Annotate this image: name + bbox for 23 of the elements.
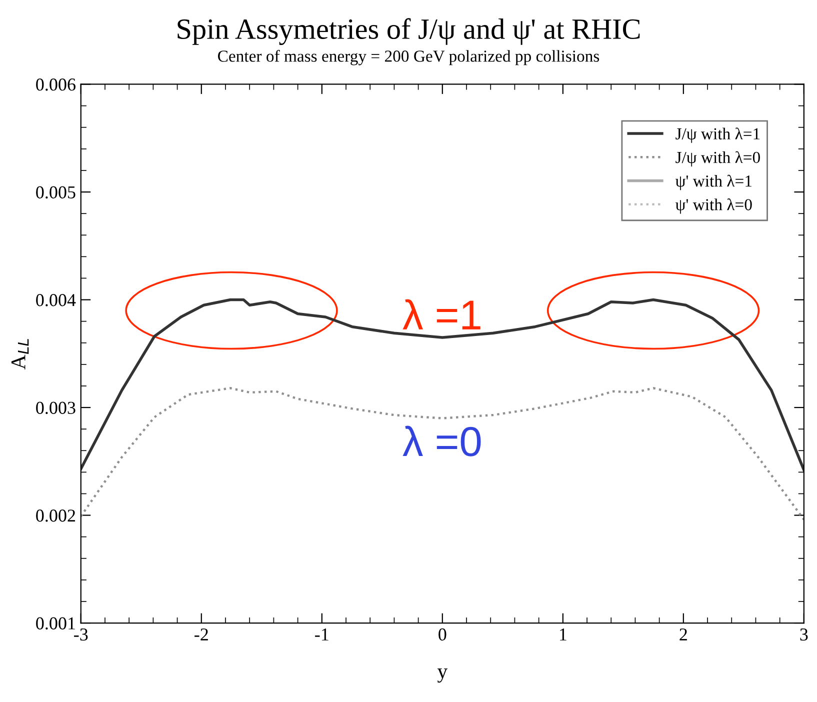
chart-subtitle: Center of mass energy = 200 GeV polarized pp collisions	[218, 50, 600, 66]
x-tick-label: -3	[74, 628, 88, 641]
x-axis-title: y	[437, 668, 448, 683]
y-tick-label: 0.005	[36, 186, 76, 199]
y-tick-label: 0.006	[36, 78, 76, 91]
legend-label: J/ψ with λ=1	[676, 128, 760, 143]
legend-label: ψ' with λ=1	[675, 174, 752, 190]
x-tick-label: 2	[680, 628, 687, 640]
x-tick-label: 1	[560, 628, 566, 640]
y-tick-label: 0.001	[36, 617, 75, 630]
y-axis-title: A$_{LL}$	[11, 339, 29, 370]
x-tick-label: -1	[315, 628, 328, 640]
y-tick-label: 0.002	[36, 510, 76, 522]
chart-title: Spin Assymetries of J/ψ and ψ' at RHIC	[178, 18, 640, 46]
x-tick-label: 3	[800, 628, 808, 641]
legend-label: ψ' with λ=0	[675, 198, 752, 214]
legend-label: J/ψ with λ=0	[676, 151, 760, 166]
y-tick-label: 0.003	[36, 402, 76, 414]
annotation: λ =0	[402, 426, 481, 456]
y-tick-label: 0.004	[36, 294, 76, 306]
x-tick-label: -2	[194, 628, 208, 640]
x-tick-label: 0	[438, 628, 446, 641]
annotation: λ =1	[402, 299, 480, 330]
